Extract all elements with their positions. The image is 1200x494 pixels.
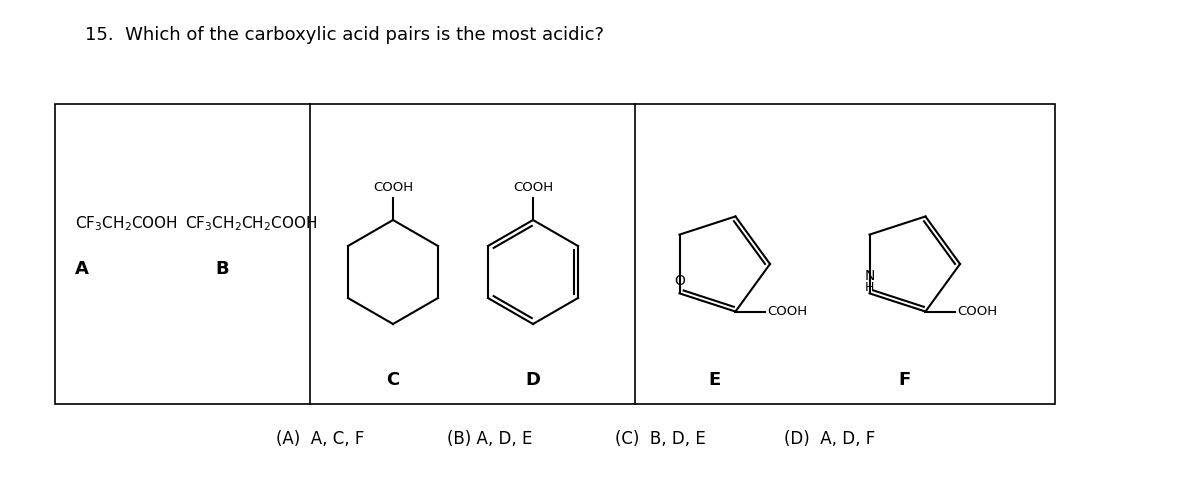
Text: E: E (709, 371, 721, 389)
Text: F: F (899, 371, 911, 389)
Text: COOH: COOH (958, 305, 997, 318)
Text: COOH: COOH (512, 181, 553, 194)
Bar (55, 104, 1055, 404)
Text: C: C (386, 371, 400, 389)
Text: (B) A, D, E: (B) A, D, E (448, 430, 533, 448)
Text: (A)  A, C, F: (A) A, C, F (276, 430, 364, 448)
Text: O: O (674, 274, 685, 288)
Text: H: H (865, 281, 875, 294)
Text: COOH: COOH (373, 181, 413, 194)
Text: D: D (526, 371, 540, 389)
Text: CF$_3$CH$_2$COOH: CF$_3$CH$_2$COOH (74, 215, 178, 233)
Text: N: N (864, 269, 875, 283)
Text: 15.  Which of the carboxylic acid pairs is the most acidic?: 15. Which of the carboxylic acid pairs i… (85, 26, 604, 44)
Text: (D)  A, D, F: (D) A, D, F (785, 430, 876, 448)
Text: A: A (74, 260, 89, 278)
Text: CF$_3$CH$_2$CH$_2$COOH: CF$_3$CH$_2$CH$_2$COOH (185, 215, 318, 233)
Text: B: B (215, 260, 229, 278)
Text: (C)  B, D, E: (C) B, D, E (614, 430, 706, 448)
Text: COOH: COOH (768, 305, 808, 318)
